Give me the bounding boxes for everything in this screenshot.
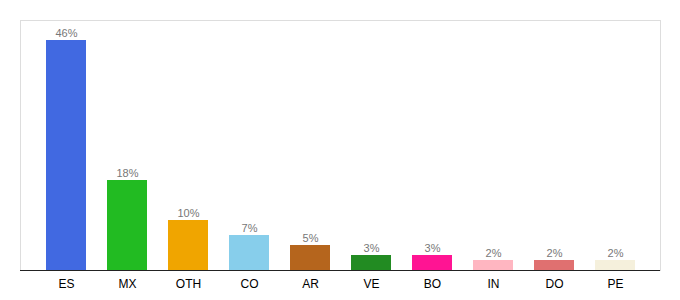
svg-text:MX: MX xyxy=(119,277,137,291)
svg-text:IN: IN xyxy=(488,277,500,291)
svg-text:18%: 18% xyxy=(116,167,138,179)
svg-text:5%: 5% xyxy=(303,232,319,244)
svg-text:AR: AR xyxy=(302,277,319,291)
svg-text:VE: VE xyxy=(363,277,379,291)
svg-text:7%: 7% xyxy=(242,222,258,234)
svg-text:ES: ES xyxy=(58,277,74,291)
svg-text:DO: DO xyxy=(546,277,564,291)
svg-text:10%: 10% xyxy=(177,207,199,219)
svg-text:2%: 2% xyxy=(608,247,624,259)
svg-text:3%: 3% xyxy=(425,242,441,254)
svg-text:46%: 46% xyxy=(55,27,77,39)
svg-text:OTH: OTH xyxy=(176,277,201,291)
svg-text:BO: BO xyxy=(424,277,441,291)
svg-text:3%: 3% xyxy=(364,242,380,254)
svg-text:CO: CO xyxy=(241,277,259,291)
svg-text:2%: 2% xyxy=(547,247,563,259)
svg-text:2%: 2% xyxy=(486,247,502,259)
svg-text:PE: PE xyxy=(607,277,623,291)
